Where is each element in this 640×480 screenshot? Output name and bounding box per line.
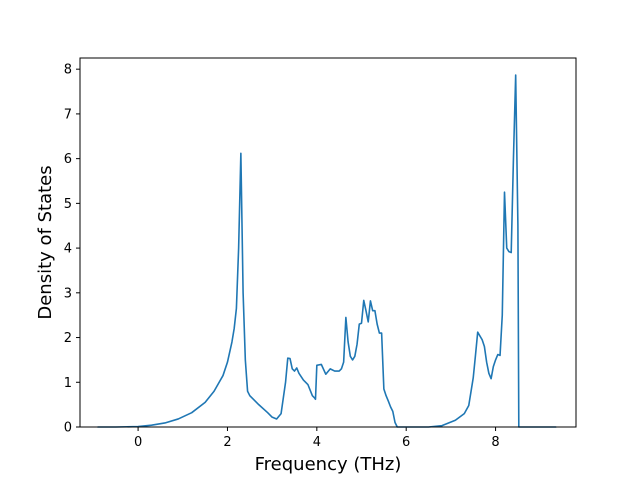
axis-ticks: 0 2 4 6 8 0 1 2 3 4 5 6 7 8 [64,63,500,450]
y-tick-label: 1 [64,376,72,391]
y-tick-label: 7 [64,107,72,122]
y-tick-label: 8 [64,63,72,78]
x-tick-label: 8 [491,435,499,450]
y-tick-label: 3 [64,286,72,301]
x-tick-label: 6 [402,435,410,450]
x-tick-label: 0 [134,435,142,450]
x-axis-label: Frequency (THz) [255,454,402,475]
x-tick-label: 2 [223,435,231,450]
y-tick-label: 4 [64,242,72,257]
series-layer [97,74,557,428]
y-axis-label: Density of States [35,165,56,319]
y-tick-label: 2 [64,331,72,346]
y-tick-label: 6 [64,152,72,167]
dos-series-line [97,74,557,428]
plot-frame [79,57,577,428]
y-tick-label: 0 [64,421,72,436]
x-tick-label: 4 [313,435,321,450]
y-tick-label: 5 [64,197,72,212]
